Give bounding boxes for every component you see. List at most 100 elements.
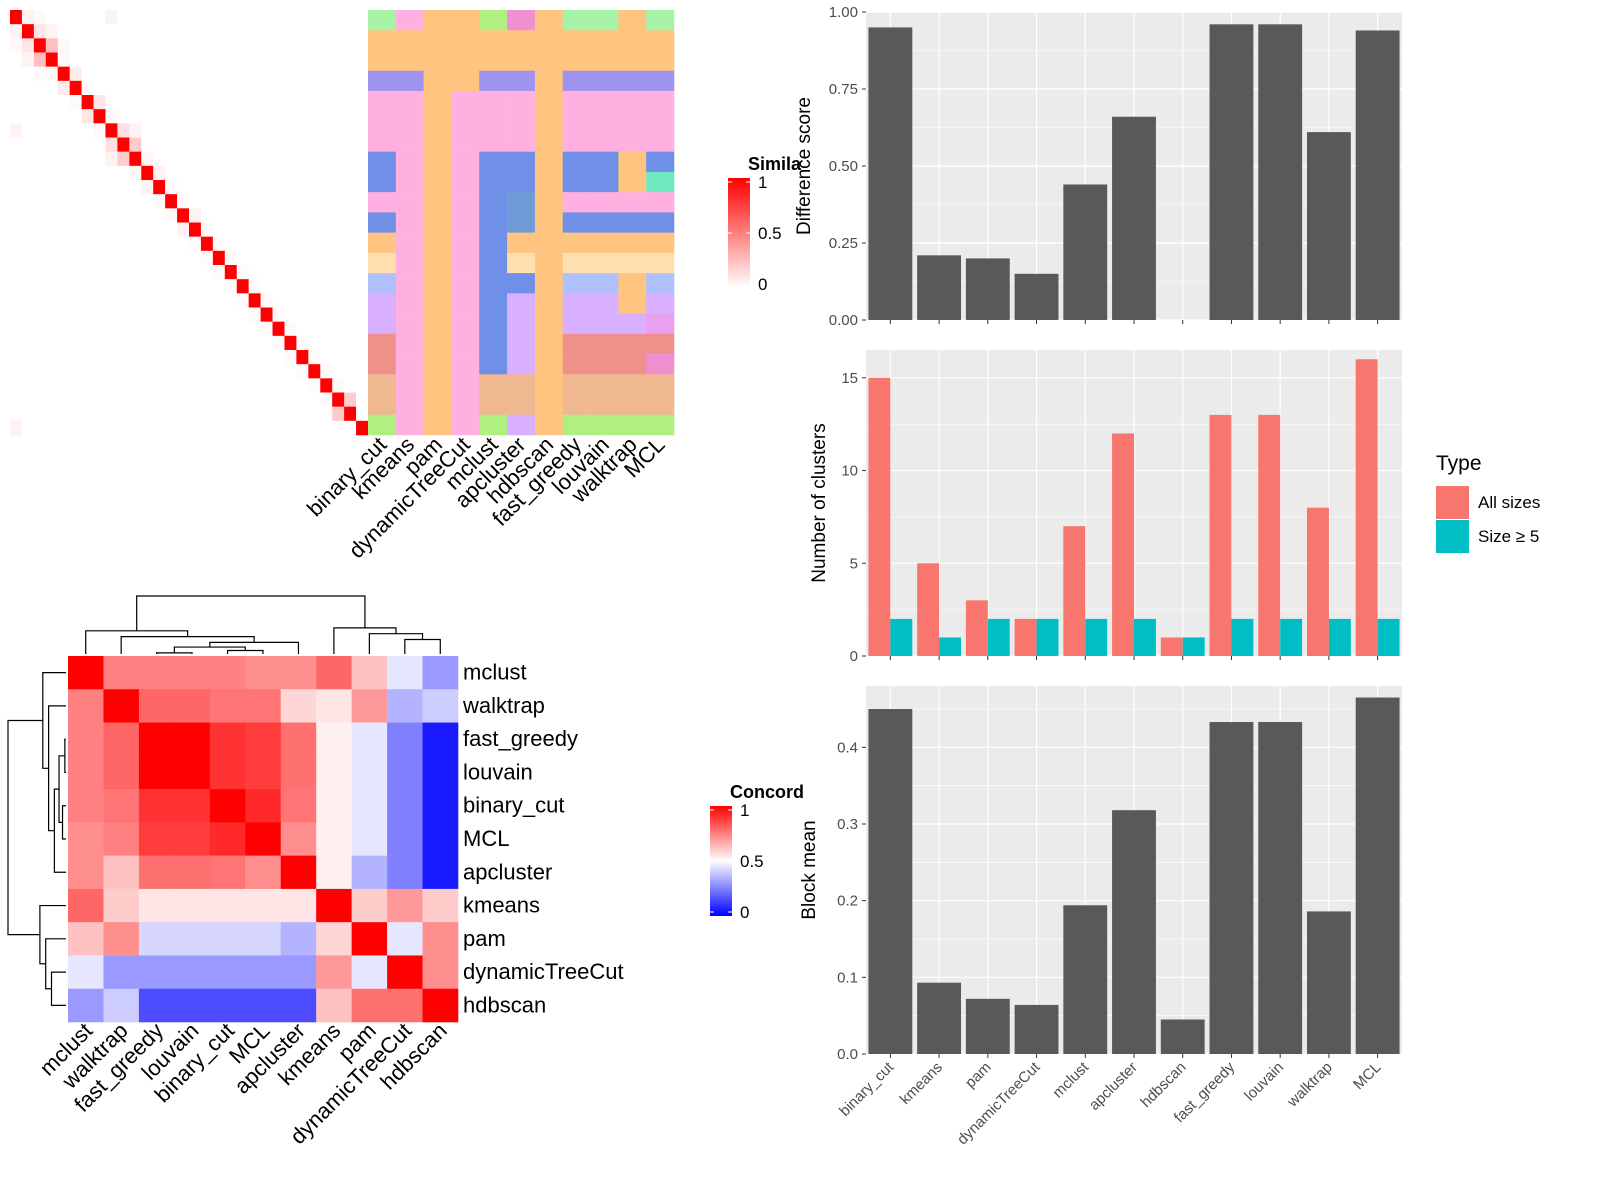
y-tick-label: 0.75 [829,81,858,98]
partition-cell [507,333,536,355]
concordance-cell [316,656,352,690]
similarity-cell [141,279,154,294]
similarity-cell [272,350,285,365]
column-dendrogram-branch [404,638,441,654]
similarity-cell [105,137,118,152]
similarity-cell [224,350,238,365]
similarity-cell [320,293,333,308]
concordance-cell [351,722,388,757]
similarity-cell [57,335,70,351]
similarity-cell [248,52,261,67]
similarity-cell [212,279,226,294]
similarity-cell [200,137,214,152]
similarity-cell [332,265,345,280]
partition-cell [451,313,480,335]
partition-cell [395,30,424,51]
similarity-cell [212,165,226,181]
similarity-cell [332,137,345,152]
partition-cell [534,131,564,152]
concordance-cell [209,755,246,790]
partition-cell [507,293,536,314]
similarity-cell [260,137,273,152]
bar-size-ge5 [890,618,913,656]
similarity-cell [332,180,345,195]
partition-cell [423,354,452,375]
similarity-cell [57,24,70,39]
partition-cell [395,171,424,193]
similarity-cell [260,236,273,252]
partition-cell [451,333,480,355]
similarity-cell [93,208,106,223]
similarity-cell [344,364,357,379]
similarity-cell [117,66,130,82]
similarity-cell [81,350,94,365]
concordance-cell [245,855,282,890]
similarity-cell [57,38,70,53]
similarity-cell [272,80,285,96]
similarity-cell [356,406,369,422]
similarity-cell [260,335,273,351]
similarity-legend-tick-label: 0 [758,275,767,294]
similarity-cell [10,10,23,25]
similarity-cell [344,109,357,124]
similarity-cell [45,250,59,266]
similarity-cell [308,279,321,294]
similarity-cell [272,66,285,82]
similarity-cell [344,321,357,337]
similarity-cell [284,350,297,365]
bar [1306,132,1351,320]
partition-cell [479,414,508,436]
similarity-cell [177,265,190,280]
similarity-cell [296,392,309,407]
partition-cell [507,30,536,51]
similarity-cell [308,350,321,365]
similarity-cell [21,52,35,67]
bar [1209,24,1254,320]
similarity-cell [284,307,297,322]
concordance-cell [316,955,352,990]
bar-size-ge5 [1328,618,1351,656]
similarity-cell [224,378,238,393]
partition-cell [451,171,480,193]
concordance-cell [316,789,352,823]
concordance-cell [387,722,423,757]
similarity-cell [141,307,154,322]
similarity-cell [105,66,118,82]
concordance-cell [422,656,459,690]
similarity-cell [200,307,214,322]
partition-cell [423,273,452,294]
concordance-cell [138,922,175,956]
y-tick-label: 0.0 [837,1046,858,1063]
similarity-cell [332,350,345,365]
similarity-cell [224,392,238,407]
similarity-cell [69,321,82,337]
y-tick-label: 0.00 [829,312,858,329]
similarity-cell [33,265,47,280]
bar [1355,697,1400,1054]
partition-cell [423,50,452,72]
similarity-cell [141,265,154,280]
similarity-cell [81,378,94,393]
partition-cell [423,90,452,112]
partition-cell [590,414,619,436]
concordance-cell [245,789,282,823]
similarity-cell [165,265,178,280]
similarity-cell [93,406,106,422]
similarity-cell [248,364,261,379]
similarity-cell [10,52,23,67]
similarity-cell [320,109,333,124]
concordance-cell [138,656,175,690]
partition-cell [562,293,591,314]
partition-cell [395,111,424,132]
similarity-cell [320,137,333,152]
similarity-cell [189,321,202,337]
similarity-cell [69,151,82,167]
partition-cell [395,252,424,274]
similarity-cell [93,137,106,152]
similarity-cell [21,95,35,110]
y-axis-title: Difference score [794,97,815,235]
partition-cell [534,394,564,416]
concordance-cell [138,855,175,890]
similarity-cell [33,38,47,53]
partition-cell [507,232,536,254]
